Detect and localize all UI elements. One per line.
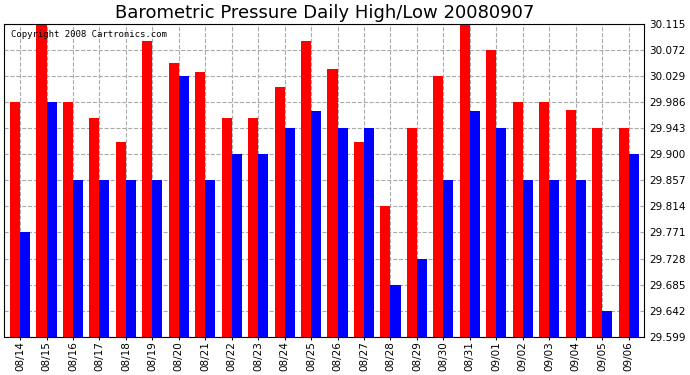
Bar <box>301 41 311 337</box>
Bar <box>602 311 612 337</box>
Bar <box>37 24 46 337</box>
Bar <box>169 63 179 337</box>
Bar <box>275 87 285 337</box>
Bar <box>179 76 189 337</box>
Bar <box>311 111 321 337</box>
Bar <box>337 128 348 337</box>
Bar <box>354 142 364 337</box>
Bar <box>328 69 337 337</box>
Bar <box>460 24 470 337</box>
Bar <box>90 118 99 337</box>
Bar <box>470 111 480 337</box>
Bar <box>407 128 417 337</box>
Bar <box>433 76 444 337</box>
Bar <box>63 102 73 337</box>
Bar <box>364 128 374 337</box>
Bar <box>513 102 523 337</box>
Bar <box>417 258 427 337</box>
Bar <box>258 154 268 337</box>
Bar <box>46 102 57 337</box>
Bar <box>126 180 136 337</box>
Bar <box>142 41 152 337</box>
Bar <box>539 102 549 337</box>
Text: Copyright 2008 Cartronics.com: Copyright 2008 Cartronics.com <box>10 30 166 39</box>
Title: Barometric Pressure Daily High/Low 20080907: Barometric Pressure Daily High/Low 20080… <box>115 4 534 22</box>
Bar <box>195 72 205 337</box>
Bar <box>116 142 126 337</box>
Bar <box>380 206 391 337</box>
Bar <box>566 111 575 337</box>
Bar <box>205 180 215 337</box>
Bar <box>285 128 295 337</box>
Bar <box>391 285 400 337</box>
Bar <box>549 180 560 337</box>
Bar <box>618 128 629 337</box>
Bar <box>575 180 586 337</box>
Bar <box>248 118 258 337</box>
Bar <box>486 50 496 337</box>
Bar <box>444 180 453 337</box>
Bar <box>232 154 241 337</box>
Bar <box>592 128 602 337</box>
Bar <box>496 128 506 337</box>
Bar <box>152 180 162 337</box>
Bar <box>221 118 232 337</box>
Bar <box>629 154 639 337</box>
Bar <box>20 232 30 337</box>
Bar <box>99 180 110 337</box>
Bar <box>523 180 533 337</box>
Bar <box>73 180 83 337</box>
Bar <box>10 102 20 337</box>
